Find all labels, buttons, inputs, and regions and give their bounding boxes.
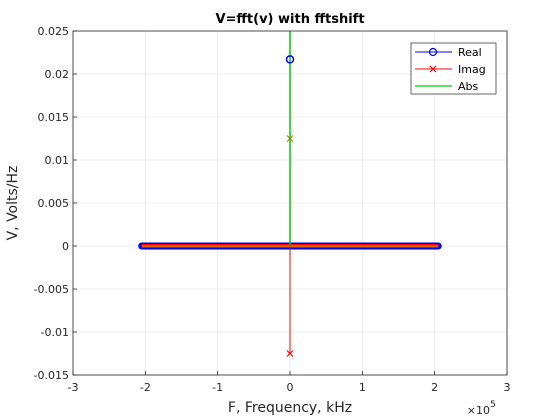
x-axis-ticks: -3 -2 -1 0 1 2 3 (68, 371, 511, 394)
y-tick-label: -0.01 (41, 326, 69, 339)
x-tick-label: -2 (140, 381, 151, 394)
x-tick-label: 1 (359, 381, 366, 394)
x-tick-label: -1 (212, 381, 223, 394)
x-tick-label: 2 (431, 381, 438, 394)
legend-imag-label: Imag (458, 63, 486, 76)
y-tick-label: -0.015 (34, 369, 69, 382)
y-tick-label: -0.005 (34, 283, 69, 296)
legend-abs-label: Abs (458, 80, 479, 93)
x-tick-label: 3 (504, 381, 511, 394)
y-axis-ticks: -0.015 -0.01 -0.005 0 0.005 0.01 0.015 0.02 0.02… (34, 25, 77, 382)
legend-imag-marker (429, 65, 437, 73)
y-tick-label: 0.015 (38, 111, 70, 124)
imag-point (286, 350, 294, 357)
y-tick-label: 0.025 (38, 25, 70, 38)
y-tick-label: 0 (62, 240, 69, 253)
y-axis-label: V, Volts/Hz (5, 166, 21, 241)
series-layer (138, 31, 442, 357)
legend: Real Imag Abs (410, 42, 497, 95)
x-tick-label: 0 (287, 381, 294, 394)
legend-real-marker (428, 47, 438, 57)
legend-real-label: Real (458, 46, 482, 59)
y-tick-label: 0.02 (45, 68, 70, 81)
y-tick-label: 0.005 (38, 197, 70, 210)
x-tick-label: -3 (68, 381, 79, 394)
x-axis-label: F, Frequency, kHz (228, 400, 352, 416)
y-tick-label: 0.01 (45, 154, 70, 167)
real-point (285, 55, 295, 64)
x-axis-exponent: ×10 (467, 404, 490, 417)
x-axis-exponent-power: 5 (490, 400, 496, 410)
chart-title: V=fft(v) with fftshift (215, 12, 364, 27)
